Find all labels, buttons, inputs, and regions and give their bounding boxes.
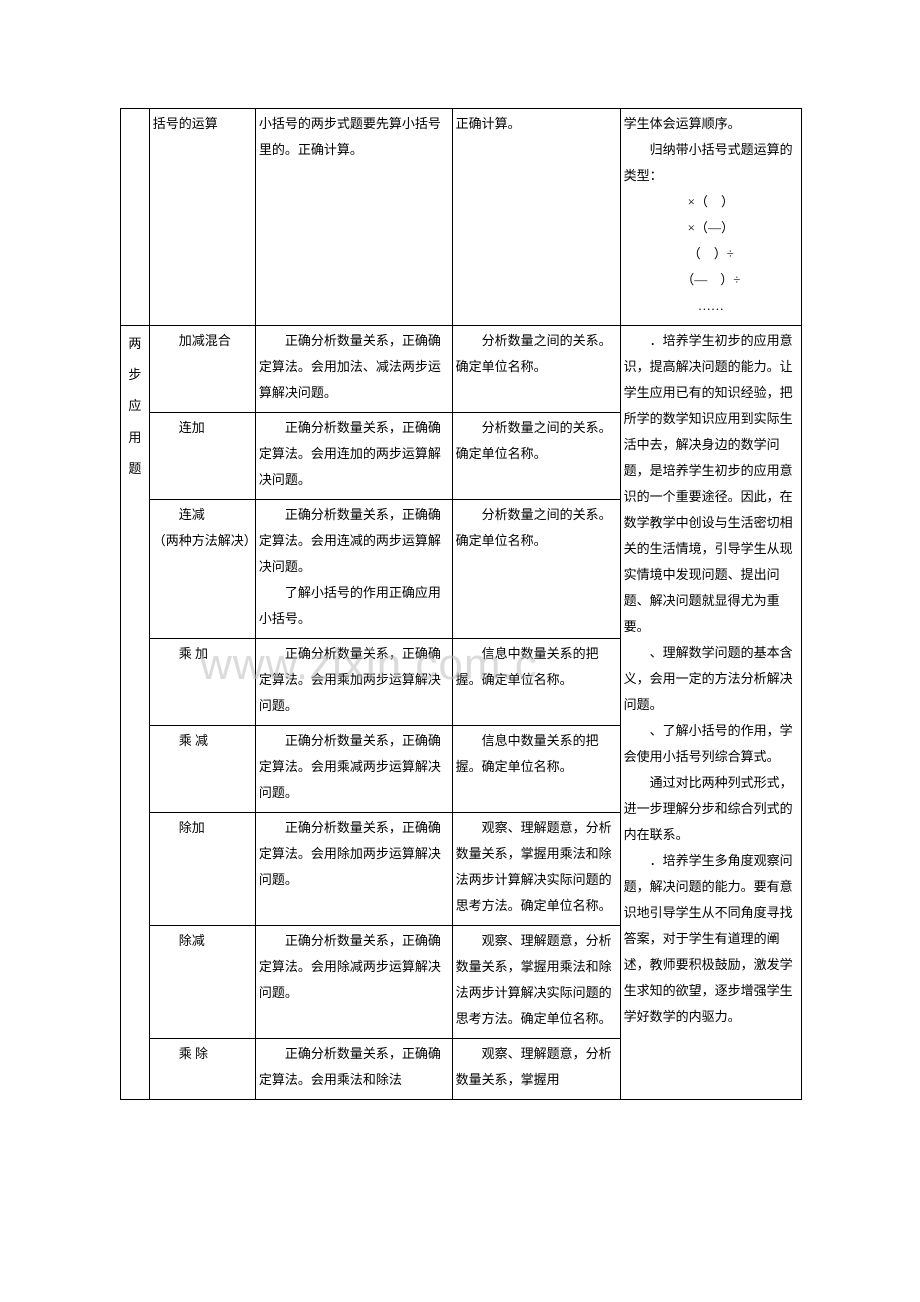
pattern-line: ×（ ） [624, 189, 798, 215]
cell-focus: 分析数量之间的关系。确定单位名称。 [452, 413, 620, 500]
text: 分析数量之间的关系。确定单位名称。 [456, 328, 617, 380]
text: 正确分析数量关系，正确确定算法。会用乘减两步运算解决问题。 [259, 728, 449, 806]
text: 乘 减 [153, 728, 252, 754]
cell-focus: 观察、理解题意，分析数量关系，掌握用乘法和除法两步计算解决实际问题的思考方法。确… [452, 813, 620, 926]
cell-objective: 正确分析数量关系，正确确定算法。会用连加的两步运算解决问题。 [255, 413, 452, 500]
text: 加减混合 [153, 328, 252, 354]
cell-notes-merged: ．培养学生初步的应用意识，提高解决问题的能力。让学生应用已有的知识经验，把所学的… [620, 326, 801, 1100]
curriculum-table: 括号的运算 小括号的两步式题要先算小括号里的。正确计算。 正确计算。 学生体会运… [120, 108, 802, 1100]
text: 了解小括号的作用正确应用小括号。 [259, 580, 449, 632]
text: 观察、理解题意，分析数量关系，掌握用乘法和除法两步计算解决实际问题的思考方法。确… [456, 928, 617, 1032]
cell-topic: 乘 减 [149, 726, 255, 813]
text: 学生体会运算顺序。 [624, 111, 798, 137]
text: ．培养学生初步的应用意识，提高解决问题的能力。让学生应用已有的知识经验，把所学的… [624, 328, 798, 640]
cell-objective: 正确分析数量关系，正确确定算法。会用连减的两步运算解决问题。 了解小括号的作用正… [255, 500, 452, 639]
text: 连加 [153, 415, 252, 441]
cell-topic: 连减 （两种方法解决） [149, 500, 255, 639]
cell-topic: 乘 除 [149, 1039, 255, 1100]
text: 正确分析数量关系，正确确定算法。会用乘加两步运算解决问题。 [259, 641, 449, 719]
text: 通过对比两种列式形式，进一步理解分步和综合列式的内在联系。 [624, 770, 798, 848]
text: 正确分析数量关系，正确确定算法。会用除加两步运算解决问题。 [259, 815, 449, 893]
text: 乘 除 [153, 1041, 252, 1067]
text: 正确分析数量关系，正确确定算法。会用加法、减法两步运算解决问题。 [259, 328, 449, 406]
cell-objective: 正确分析数量关系，正确确定算法。会用乘加两步运算解决问题。 [255, 639, 452, 726]
section-label: 两 步 应 用 题 [121, 326, 150, 1100]
cell-objective: 正确分析数量关系，正确确定算法。会用乘法和除法 [255, 1039, 452, 1100]
char: 题 [124, 453, 146, 484]
cell-topic: 括号的运算 [149, 109, 255, 326]
cell-notes: 学生体会运算顺序。 归纳带小括号式题运算的类型： ×（ ） ×（—） （ ）÷ … [620, 109, 801, 326]
cell-topic: 连加 [149, 413, 255, 500]
text: 分析数量之间的关系。确定单位名称。 [456, 502, 617, 554]
text: 乘 加 [153, 641, 252, 667]
pattern-line: （— ）÷ [624, 267, 798, 293]
char: 两 [124, 328, 146, 359]
cell-topic: 加减混合 [149, 326, 255, 413]
pattern-line: ×（—） [624, 215, 798, 241]
text: 正确分析数量关系，正确确定算法。会用连加的两步运算解决问题。 [259, 415, 449, 493]
text: 信息中数量关系的把握。确定单位名称。 [456, 728, 617, 780]
text: 分析数量之间的关系。确定单位名称。 [456, 415, 617, 467]
cell-topic: 除减 [149, 926, 255, 1039]
cell-objective: 正确分析数量关系，正确确定算法。会用除加两步运算解决问题。 [255, 813, 452, 926]
text: 归纳带小括号式题运算的类型： [624, 137, 798, 189]
text: 连减 （两种方法解决） [153, 502, 252, 554]
cell-topic: 除加 [149, 813, 255, 926]
cell-objective: 小括号的两步式题要先算小括号里的。正确计算。 [255, 109, 452, 326]
char: 应 [124, 390, 146, 421]
cell-focus: 观察、理解题意，分析数量关系，掌握用乘法和除法两步计算解决实际问题的思考方法。确… [452, 926, 620, 1039]
text: 观察、理解题意，分析数量关系，掌握用乘法和除法两步计算解决实际问题的思考方法。确… [456, 815, 617, 919]
text: ．培养学生多角度观察问题，解决问题的能力。要有意识地引导学生从不同角度寻找答案，… [624, 848, 798, 1030]
text: 信息中数量关系的把握。确定单位名称。 [456, 641, 617, 693]
char: 用 [124, 422, 146, 453]
table-row: 两 步 应 用 题 加减混合 正确分析数量关系，正确确定算法。会用加法、减法两步… [121, 326, 802, 413]
text: 正确分析数量关系，正确确定算法。会用乘法和除法 [259, 1041, 449, 1093]
cell-focus: 分析数量之间的关系。确定单位名称。 [452, 500, 620, 639]
cell-focus: 信息中数量关系的把握。确定单位名称。 [452, 726, 620, 813]
char: 步 [124, 359, 146, 390]
table-row: 括号的运算 小括号的两步式题要先算小括号里的。正确计算。 正确计算。 学生体会运… [121, 109, 802, 326]
cell-blank [121, 109, 150, 326]
text: 除减 [153, 928, 252, 954]
text: 除加 [153, 815, 252, 841]
cell-focus: 正确计算。 [452, 109, 620, 326]
cell-focus: 分析数量之间的关系。确定单位名称。 [452, 326, 620, 413]
cell-focus: 观察、理解题意，分析数量关系，掌握用 [452, 1039, 620, 1100]
cell-objective: 正确分析数量关系，正确确定算法。会用除减两步运算解决问题。 [255, 926, 452, 1039]
text: 正确分析数量关系，正确确定算法。会用除减两步运算解决问题。 [259, 928, 449, 1006]
cell-objective: 正确分析数量关系，正确确定算法。会用乘减两步运算解决问题。 [255, 726, 452, 813]
cell-focus: 信息中数量关系的把握。确定单位名称。 [452, 639, 620, 726]
pattern-line: （ ）÷ [624, 241, 798, 267]
text: 、了解小括号的作用，学会使用小括号列综合算式。 [624, 718, 798, 770]
text: 观察、理解题意，分析数量关系，掌握用 [456, 1041, 617, 1093]
pattern-line: …… [624, 293, 798, 319]
cell-objective: 正确分析数量关系，正确确定算法。会用加法、减法两步运算解决问题。 [255, 326, 452, 413]
text: 正确分析数量关系，正确确定算法。会用连减的两步运算解决问题。 [259, 502, 449, 580]
cell-topic: 乘 加 [149, 639, 255, 726]
text: 、理解数学问题的基本含义，会用一定的方法分析解决问题。 [624, 640, 798, 718]
